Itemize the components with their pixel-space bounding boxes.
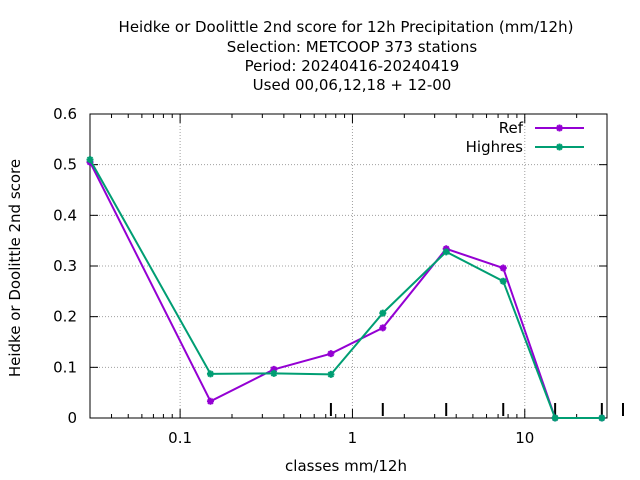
data-point	[598, 414, 606, 422]
y-axis-label: Heidke or Doolittle 2nd score	[6, 159, 24, 377]
data-point	[270, 369, 278, 377]
x-tick-label: 0.1	[168, 429, 192, 447]
data-point	[270, 365, 278, 373]
data-point	[206, 397, 214, 405]
y-tick-label: 0.4	[53, 206, 77, 224]
series	[86, 156, 606, 422]
axis-tick-labels: 0 0.1 0.2 0.3 0.4 0.5 0.6 0.1 1 10	[53, 105, 534, 447]
chart-title: Heidke or Doolittle 2nd score for 12h Pr…	[119, 18, 574, 94]
chart-title-line-2: Selection: METCOOP 373 stations	[227, 38, 478, 56]
y-tick-label: 0.2	[53, 308, 77, 326]
y-tick-label: 0.6	[53, 105, 77, 123]
data-point	[499, 277, 507, 285]
data-point	[442, 248, 450, 256]
x-tick-label: 10	[515, 429, 534, 447]
series-line	[89, 161, 602, 419]
data-point	[206, 370, 214, 378]
data-point	[551, 414, 559, 422]
y-tick-label: 0.5	[53, 156, 77, 174]
data-point	[327, 370, 335, 378]
chart-title-line-4: Used 00,06,12,18 + 12-00	[253, 76, 452, 94]
legend-label: Highres	[466, 138, 524, 156]
legend-marker	[556, 124, 563, 132]
data-point	[379, 324, 387, 332]
y-tick-label: 0.3	[53, 257, 77, 275]
data-point	[379, 309, 387, 317]
grid	[90, 114, 607, 418]
data-point	[327, 350, 335, 358]
legend-marker	[556, 143, 563, 151]
legend-entry-ref: Ref	[499, 119, 584, 137]
x-tick-label: 1	[348, 429, 358, 447]
x-axis-label: classes mm/12h	[285, 457, 407, 475]
series-highres	[86, 156, 606, 422]
plot-frame	[89, 113, 608, 419]
y-tick-label: 0.1	[53, 358, 77, 376]
chart-title-line-3: Period: 20240416-20240419	[245, 57, 460, 75]
legend-entry-highres: Highres	[466, 138, 584, 156]
y-tick-label: 0	[67, 409, 77, 427]
data-point	[499, 264, 507, 272]
data-point	[86, 156, 94, 164]
legend-label: Ref	[499, 119, 524, 137]
chart-title-line-1: Heidke or Doolittle 2nd score for 12h Pr…	[119, 18, 574, 36]
